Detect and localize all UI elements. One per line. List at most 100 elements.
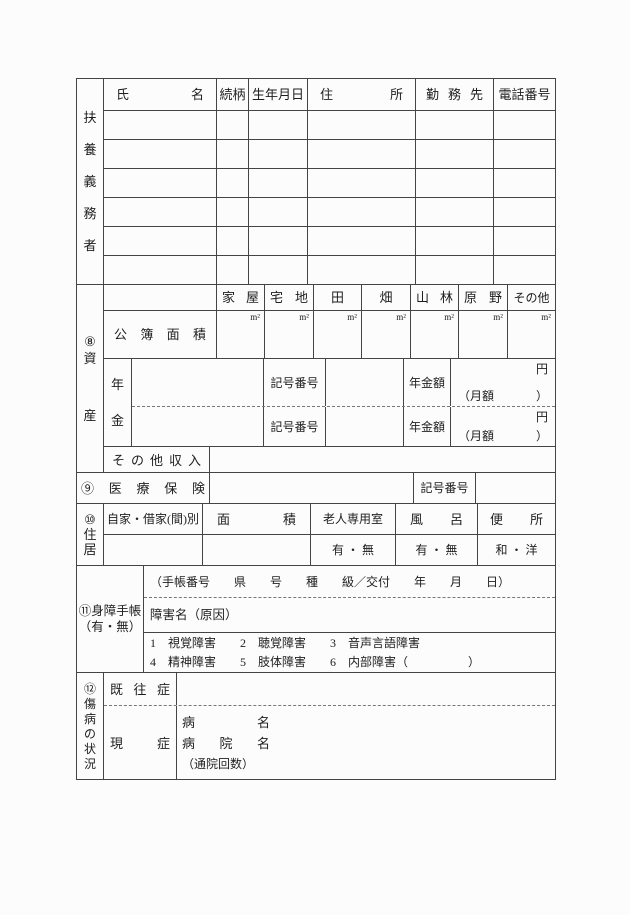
cell-address xyxy=(308,198,416,226)
landtype-field-label: 畑 xyxy=(379,290,393,305)
cell-birthdate xyxy=(249,256,308,284)
cell-workplace xyxy=(416,111,494,139)
past-illness-row: 既往症 xyxy=(104,673,555,706)
disability-has-or-not-label: （有・無） xyxy=(78,619,142,634)
dependents-vertical-label: 扶養義務者 xyxy=(77,79,104,284)
monthly-amount-line: （月額 ） xyxy=(458,390,548,402)
header-address: 住所 xyxy=(308,79,416,110)
assets-corner-cell xyxy=(104,285,217,310)
cell-name xyxy=(104,140,217,168)
pension-symbol-value-cell xyxy=(326,359,404,406)
header-relation: 続柄 xyxy=(217,79,249,110)
other-income-label: その他収入 xyxy=(112,452,201,468)
header-name-label: 氏名 xyxy=(116,87,204,102)
medical-symbol-label: 記号番号 xyxy=(420,481,469,495)
landtype-other: その他 xyxy=(508,285,555,310)
illness-content: 既往症 現症 病名 病院名 （通院回数） xyxy=(104,673,555,780)
pension-vertical-label: 年金 xyxy=(104,359,132,446)
header-birthdate: 生年月日 xyxy=(249,79,308,110)
monthly-open-label: （月額 xyxy=(458,429,495,443)
housing-value-row: 有 ・ 無 有 ・ 無 和 ・ 洋 xyxy=(104,535,555,565)
area-cell-residential: m² xyxy=(265,311,314,358)
pension-name-cell xyxy=(132,407,264,446)
other-income-value-cell xyxy=(210,447,555,473)
landtype-field: 畑 xyxy=(362,285,411,310)
cell-phone xyxy=(494,169,555,197)
cell-birthdate xyxy=(249,227,308,255)
cell-workplace xyxy=(416,198,494,226)
area-cell-other: m² xyxy=(508,311,555,358)
cell-name xyxy=(104,227,217,255)
header-workplace: 勤務先 xyxy=(416,79,494,110)
area-cell-field: m² xyxy=(362,311,411,358)
cell-phone xyxy=(494,227,555,255)
housing-elder-room-header: 老人専用室 xyxy=(311,504,396,534)
cell-address xyxy=(308,111,416,139)
medical-symbol-value-cell xyxy=(476,473,555,503)
housing-ownership-label: 自家・借家(間)別 xyxy=(107,512,199,526)
housing-bath-label: 風呂 xyxy=(410,511,463,527)
section-dependents: 扶養義務者 氏名 続柄 生年月日 住所 勤務先 電話番号 xyxy=(77,79,555,285)
cell-workplace xyxy=(416,140,494,168)
cell-workplace xyxy=(416,169,494,197)
pension-subtable: 記号番号 年金額 円 （月額 ） xyxy=(132,359,555,446)
dependents-header-row: 氏名 続柄 生年月日 住所 勤務先 電話番号 xyxy=(104,79,555,111)
welfare-survey-form-table: 扶養義務者 氏名 続柄 生年月日 住所 勤務先 電話番号 xyxy=(76,78,556,780)
header-relation-label: 続柄 xyxy=(219,87,246,102)
cell-relation xyxy=(217,256,249,284)
pension-amount-header: 年金額 xyxy=(404,359,451,406)
header-workplace-label: 勤務先 xyxy=(426,87,483,102)
monthly-amount-line: （月額 ） xyxy=(458,430,548,442)
cell-workplace xyxy=(416,256,494,284)
current-illness-fields: 病名 病院名 （通院回数） xyxy=(182,716,270,770)
elder-room-yes-no: 有 ・ 無 xyxy=(331,543,374,557)
housing-toilet-value: 和 ・ 洋 xyxy=(478,535,555,565)
medical-symbol-header: 記号番号 xyxy=(414,473,476,503)
cell-birthdate xyxy=(249,169,308,197)
unit-m2: m² xyxy=(347,312,357,322)
pension-monthly-cell: 円 （月額 ） xyxy=(451,407,555,446)
housing-toilet-header: 便所 xyxy=(478,504,555,534)
monthly-open-label: （月額 xyxy=(458,389,495,403)
housing-area-value-cell xyxy=(203,535,311,565)
housing-ownership-value-cell xyxy=(104,535,203,565)
monthly-close-label: ） xyxy=(535,389,548,403)
cell-address xyxy=(308,256,416,284)
cell-address xyxy=(308,227,416,255)
notebook-number-line: （手帳番号 県 号 種 級／交付 年 月 日） xyxy=(150,574,511,589)
dependents-empty-row xyxy=(104,227,555,256)
landtype-house-label: 家屋 xyxy=(222,290,259,305)
header-birthdate-label: 生年月日 xyxy=(251,87,304,102)
cell-phone xyxy=(494,140,555,168)
current-illness-header: 現症 xyxy=(104,706,177,780)
cell-name xyxy=(104,256,217,284)
bath-yes-no: 有 ・ 無 xyxy=(415,543,458,557)
pension-row-2: 記号番号 年金額 円 （月額 ） xyxy=(132,407,555,446)
notebook-number-row: （手帳番号 県 号 種 級／交付 年 月 日） xyxy=(144,566,555,598)
cell-birthdate xyxy=(249,140,308,168)
dependents-table: 氏名 続柄 生年月日 住所 勤務先 電話番号 xyxy=(104,79,555,284)
pension-amount-header: 年金額 xyxy=(404,407,451,446)
unit-m2: m² xyxy=(396,312,406,322)
landtype-other-label: その他 xyxy=(513,290,550,305)
header-address-label: 住所 xyxy=(320,87,403,102)
cell-relation xyxy=(217,227,249,255)
landtype-residential: 宅地 xyxy=(265,285,314,310)
registered-area-header: 公簿面積 xyxy=(104,311,217,358)
landtype-wildland-label: 原野 xyxy=(464,290,502,305)
cell-birthdate xyxy=(249,111,308,139)
current-illness-value-cell: 病名 病院名 （通院回数） xyxy=(177,706,555,780)
disability-options-line1: 1 視覚障害 2 聴覚障害 3 音声言語障害 xyxy=(150,636,421,650)
cell-relation xyxy=(217,198,249,226)
past-illness-value-cell xyxy=(177,673,555,705)
housing-table: 自家・借家(間)別 面積 老人専用室 風呂 便所 有 ・ 無 有 ・ 無 和 ・… xyxy=(104,504,555,565)
assets-landtype-header-row: 家屋 宅地 田 畑 山林 原野 その他 xyxy=(104,285,555,311)
other-income-header: その他収入 xyxy=(104,447,210,473)
cell-relation xyxy=(217,140,249,168)
cell-phone xyxy=(494,198,555,226)
